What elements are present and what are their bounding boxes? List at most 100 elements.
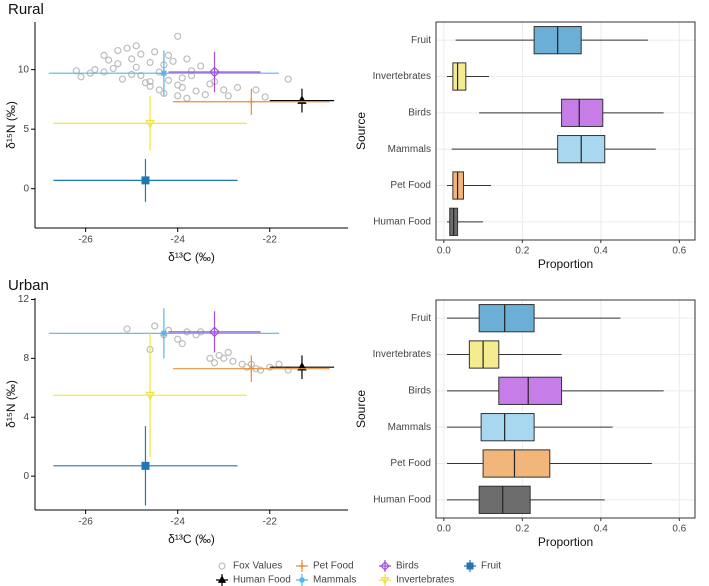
point (118, 75, 127, 83)
box (480, 413, 535, 442)
point (284, 366, 292, 374)
point (233, 83, 242, 92)
y-axis-title: δ¹⁵N (‰) (4, 101, 18, 149)
legend-label: Fruit (481, 561, 501, 572)
x-tick-label: 0.0 (437, 524, 451, 535)
point (132, 42, 140, 50)
point (224, 92, 232, 100)
point (141, 79, 150, 87)
point (229, 357, 237, 365)
y-tick-label: 0 (23, 471, 29, 482)
point (220, 86, 228, 94)
panel-frame (435, 299, 696, 519)
legend-label: Pet Food (313, 561, 354, 572)
point (261, 93, 269, 101)
category-label: Human Food (373, 216, 431, 227)
box (561, 98, 604, 127)
point (128, 55, 136, 63)
box (452, 62, 467, 91)
point (201, 91, 209, 99)
x-tick-label: -22 (263, 235, 278, 246)
box (498, 376, 563, 405)
point (210, 359, 219, 367)
point (160, 61, 168, 69)
point (123, 44, 131, 52)
point (284, 75, 292, 83)
point (206, 354, 214, 362)
point (155, 86, 163, 94)
y-tick-label: 12 (18, 294, 30, 305)
point (160, 89, 168, 97)
point (247, 360, 255, 368)
x-tick-label: 0.2 (515, 246, 529, 257)
category-label: Invertebrates (373, 71, 431, 82)
point (183, 55, 191, 63)
category-label: Mammals (388, 144, 431, 155)
point (151, 48, 159, 56)
y-tick-label: 8 (23, 353, 29, 364)
point (145, 119, 155, 129)
box (482, 449, 551, 478)
box (468, 340, 500, 369)
legend-label: Birds (396, 561, 419, 572)
legend-label: Fox Values (233, 561, 282, 572)
point (160, 69, 168, 77)
point (183, 94, 191, 102)
x-tick-label: -22 (263, 517, 278, 528)
point (197, 62, 205, 70)
point (141, 176, 150, 185)
point (178, 74, 186, 82)
point (128, 70, 136, 78)
category-label: Human Food (373, 494, 431, 505)
category-label: Birds (408, 385, 431, 396)
legend-marker (299, 563, 305, 569)
point (151, 322, 159, 330)
legend-item: Birds (379, 560, 419, 572)
point (105, 56, 113, 64)
y-tick-label: 10 (18, 64, 30, 75)
y-tick-label: 0 (23, 183, 29, 194)
panel-title: Urban (8, 277, 49, 294)
point (252, 86, 260, 94)
point (174, 81, 182, 89)
legend-marker (218, 562, 226, 570)
legend-item: Pet Food (296, 560, 354, 572)
point (114, 47, 122, 55)
point (174, 32, 182, 40)
point (145, 391, 155, 401)
legend-label: Mammals (313, 575, 356, 586)
point (109, 64, 117, 72)
point (77, 73, 85, 81)
point (178, 340, 186, 348)
point (209, 326, 220, 338)
point (100, 51, 108, 59)
point (220, 354, 228, 362)
legend-label: Human Food (233, 575, 291, 586)
point (174, 92, 182, 100)
point (209, 66, 220, 78)
point (100, 68, 108, 76)
point (164, 76, 173, 84)
point (247, 365, 255, 373)
category-label: Invertebrates (373, 349, 431, 360)
point (256, 366, 265, 374)
point (114, 60, 122, 68)
point (146, 82, 154, 90)
point (174, 335, 182, 343)
category-label: Pet Food (390, 180, 431, 191)
x-tick-label: -26 (78, 235, 93, 246)
category-label: Birds (408, 107, 431, 118)
point (224, 348, 232, 356)
y-tick-label: 4 (23, 412, 29, 423)
x-tick-label: 0.6 (672, 246, 686, 257)
x-tick-label: -24 (170, 517, 185, 528)
x-axis-title: δ¹³C (‰) (168, 532, 215, 546)
legend-label: Invertebrates (396, 575, 454, 586)
category-label: Fruit (411, 35, 431, 46)
x-tick-label: 0.0 (437, 246, 451, 257)
legend-item: Invertebrates (379, 574, 454, 586)
x-axis-title: Proportion (538, 535, 593, 549)
legend-item: Fruit (464, 560, 501, 572)
legend-marker (380, 577, 390, 585)
